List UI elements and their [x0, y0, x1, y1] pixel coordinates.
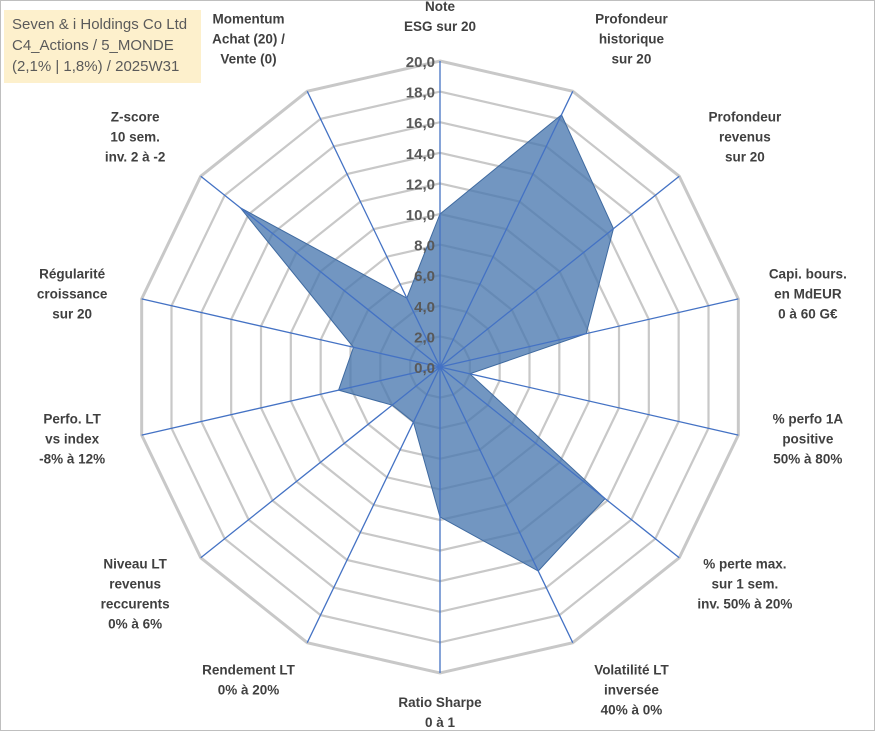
tick-label: 8,0 [414, 238, 435, 255]
chart-title-box: Seven & i Holdings Co Ltd C4_Actions / 5… [4, 10, 201, 83]
axis-label-line: Z-score [111, 110, 160, 125]
axis-label: Niveau LT revenus reccurents 0% à 6% [101, 556, 170, 631]
axis-label-line: 50% à 80% [773, 452, 842, 467]
axis-label-line: Niveau LT [103, 556, 167, 571]
axis-spoke [306, 91, 441, 368]
axis-label-line: inversée [604, 683, 659, 698]
data-point [439, 516, 441, 518]
tick-label: 4,0 [414, 299, 435, 316]
data-point [439, 213, 441, 215]
axis-label-line: Profondeur [709, 110, 782, 125]
axis-spoke [439, 366, 574, 643]
axis-label-line: Achat (20) / [212, 31, 285, 46]
axis-label-line: inv. 50% à 20% [697, 596, 792, 611]
axis-spoke [200, 175, 441, 368]
axis-label-line: Vente (0) [220, 51, 276, 66]
axis-label-line: Régularité [39, 266, 106, 281]
axis-label: Z-score 10 sem. inv. 2 à -2 [105, 110, 166, 165]
axis-spoke [200, 366, 441, 559]
data-point [469, 373, 471, 375]
axis-label-line: Rendement LT [202, 663, 296, 678]
axis-spoke [439, 91, 574, 368]
tick-label: 14,0 [406, 146, 435, 163]
axis-spoke [306, 366, 441, 643]
axis-label-line: sur 1 sem. [711, 576, 778, 591]
axis-label-line: Profondeur [595, 11, 668, 26]
axis-label-line: positive [782, 432, 834, 447]
title-line-company: Seven & i Holdings Co Ltd [12, 16, 188, 33]
tick-label: 16,0 [406, 115, 435, 132]
axis-label-line: inv. 2 à -2 [105, 150, 166, 165]
data-point [391, 404, 393, 406]
axis-label-line: sur 20 [725, 150, 765, 165]
axis-label: % perfo 1A positive 50% à 80% [773, 412, 844, 467]
axis-spoke [439, 175, 680, 368]
axis-label-line: croissance [37, 286, 108, 301]
tick-label: 2,0 [414, 329, 435, 346]
axis-label-line: 0% à 20% [218, 683, 280, 698]
axis-label-line: 0 à 60 G€ [778, 306, 838, 321]
axis-spoke [141, 298, 441, 368]
data-point [412, 421, 414, 423]
axis-label: Régularité croissance sur 20 [37, 266, 108, 321]
axis-label-line: reccurents [101, 596, 170, 611]
axis-label-line: 0 à 1 [425, 715, 456, 730]
axis-label-line: % perfo 1A [773, 412, 844, 427]
axis-label-line: -8% à 12% [39, 452, 105, 467]
axis-label: Capi. bours. en MdEUR 0 à 60 G€ [769, 266, 847, 321]
tick-label: 18,0 [406, 85, 435, 102]
axis-label-line: Capi. bours. [769, 266, 847, 281]
data-point [537, 570, 539, 572]
axis-label-line: 40% à 0% [601, 703, 663, 718]
axis-label-line: % perte max. [703, 556, 786, 571]
axis-label: Volatilité LT inversée 40% à 0% [594, 663, 669, 718]
axis-label: Profondeur revenus sur 20 [709, 110, 782, 165]
axis-spoke [439, 298, 739, 368]
tick-label: 10,0 [406, 207, 435, 224]
title-line-category: C4_Actions / 5_MONDE [12, 37, 174, 54]
tick-label: 6,0 [414, 268, 435, 285]
axis-label-line: Ratio Sharpe [398, 695, 482, 710]
axis-spoke [141, 366, 441, 436]
axis-label: Perfo. LT vs index -8% à 12% [39, 412, 105, 467]
axis-spoke [439, 366, 739, 436]
axis-label: Ratio Sharpe 0 à 1 [398, 695, 482, 730]
tick-label: 12,0 [406, 176, 435, 193]
axis-label: % perte max. sur 1 sem. inv. 50% à 20% [697, 556, 792, 611]
tick-label: 20,0 [406, 54, 435, 71]
data-point [560, 114, 562, 116]
axis-label-line: Momentum [213, 11, 285, 26]
data-point [239, 207, 241, 209]
axis-label: Rendement LT 0% à 20% [202, 663, 296, 698]
axis-label: Profondeur historique sur 20 [595, 11, 668, 66]
axis-label-line: 10 sem. [110, 130, 160, 145]
data-point [338, 389, 340, 391]
title-line-period: (2,1% | 1,8%) / 2025W31 [12, 58, 180, 75]
axis-label-line: historique [599, 31, 665, 46]
axis-spoke [439, 366, 680, 559]
axis-label-line: vs index [45, 432, 100, 447]
data-point [604, 498, 606, 500]
data-point [612, 228, 614, 230]
axis-label-line: sur 20 [52, 306, 92, 321]
axis-label-line: revenus [719, 130, 771, 145]
axis-label-line: ESG sur 20 [404, 19, 476, 34]
data-point [352, 346, 354, 348]
axis-label-line: Volatilité LT [594, 663, 669, 678]
axis-label: Momentum Achat (20) / Vente (0) [212, 11, 285, 66]
axis-label-line: revenus [109, 576, 161, 591]
axis-label-line: 0% à 6% [108, 616, 162, 631]
axis-label-line: Perfo. LT [43, 412, 101, 427]
data-point [406, 297, 408, 299]
axis-label-line: sur 20 [612, 51, 652, 66]
data-point [585, 333, 587, 335]
tick-label: 0,0 [414, 360, 435, 377]
axis-label-line: Note [425, 0, 455, 14]
axis-label-line: en MdEUR [774, 286, 842, 301]
axis-label: Note ESG sur 20 [404, 0, 476, 34]
